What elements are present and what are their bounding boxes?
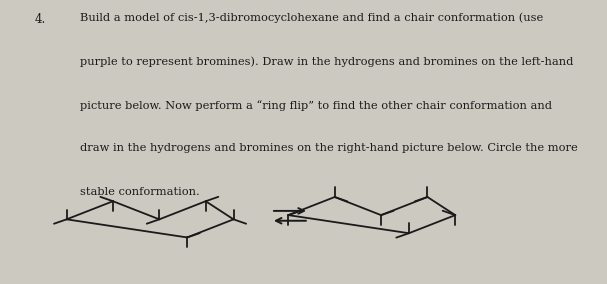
Text: stable conformation.: stable conformation. bbox=[80, 187, 199, 197]
Text: 4.: 4. bbox=[34, 12, 46, 26]
Text: draw in the hydrogens and bromines on the right-hand picture below. Circle the m: draw in the hydrogens and bromines on th… bbox=[80, 143, 577, 153]
Text: picture below. Now perform a “ring flip” to find the other chair conformation an: picture below. Now perform a “ring flip”… bbox=[80, 100, 552, 110]
Text: purple to represent bromines). Draw in the hydrogens and bromines on the left-ha: purple to represent bromines). Draw in t… bbox=[80, 56, 573, 67]
Text: Build a model of cis-1,3-dibromocyclohexane and find a chair conformation (use: Build a model of cis-1,3-dibromocyclohex… bbox=[80, 12, 543, 23]
